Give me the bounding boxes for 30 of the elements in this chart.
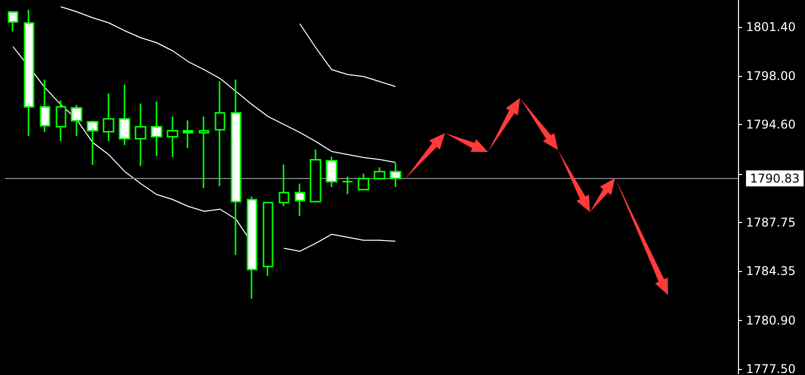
candlestick xyxy=(326,156,338,188)
candlestick xyxy=(278,164,290,207)
y-tick-label: 1777.50 xyxy=(746,362,796,375)
candlestick xyxy=(182,120,194,149)
candlestick xyxy=(40,78,50,133)
candlestick xyxy=(374,166,386,180)
y-tick-label: 1787.75 xyxy=(746,215,796,230)
candlestick xyxy=(310,148,322,202)
y-tick-label: 1780.90 xyxy=(746,313,796,328)
candlestick xyxy=(70,104,82,137)
candlestick xyxy=(118,84,130,146)
y-tick-label: 1784.35 xyxy=(746,264,796,278)
line-series xyxy=(299,23,396,88)
candlestick xyxy=(56,100,66,142)
candlestick xyxy=(8,11,18,32)
ref-line-label: 1790.83 xyxy=(750,171,800,186)
candlestick xyxy=(214,80,226,187)
candlestick xyxy=(198,116,210,189)
candlestick xyxy=(102,92,114,142)
candlestick xyxy=(150,100,162,157)
y-tick-label: 1794.60 xyxy=(746,117,796,132)
candlestick xyxy=(262,202,274,277)
candlestick xyxy=(358,172,370,190)
candlestick xyxy=(166,116,178,158)
y-tick-label: 1798.00 xyxy=(746,68,796,83)
candlestick xyxy=(294,182,306,217)
candlestick xyxy=(134,102,146,167)
candlestick xyxy=(86,120,98,166)
y-tick-label: 1801.40 xyxy=(746,20,796,34)
candlestick xyxy=(342,176,354,195)
